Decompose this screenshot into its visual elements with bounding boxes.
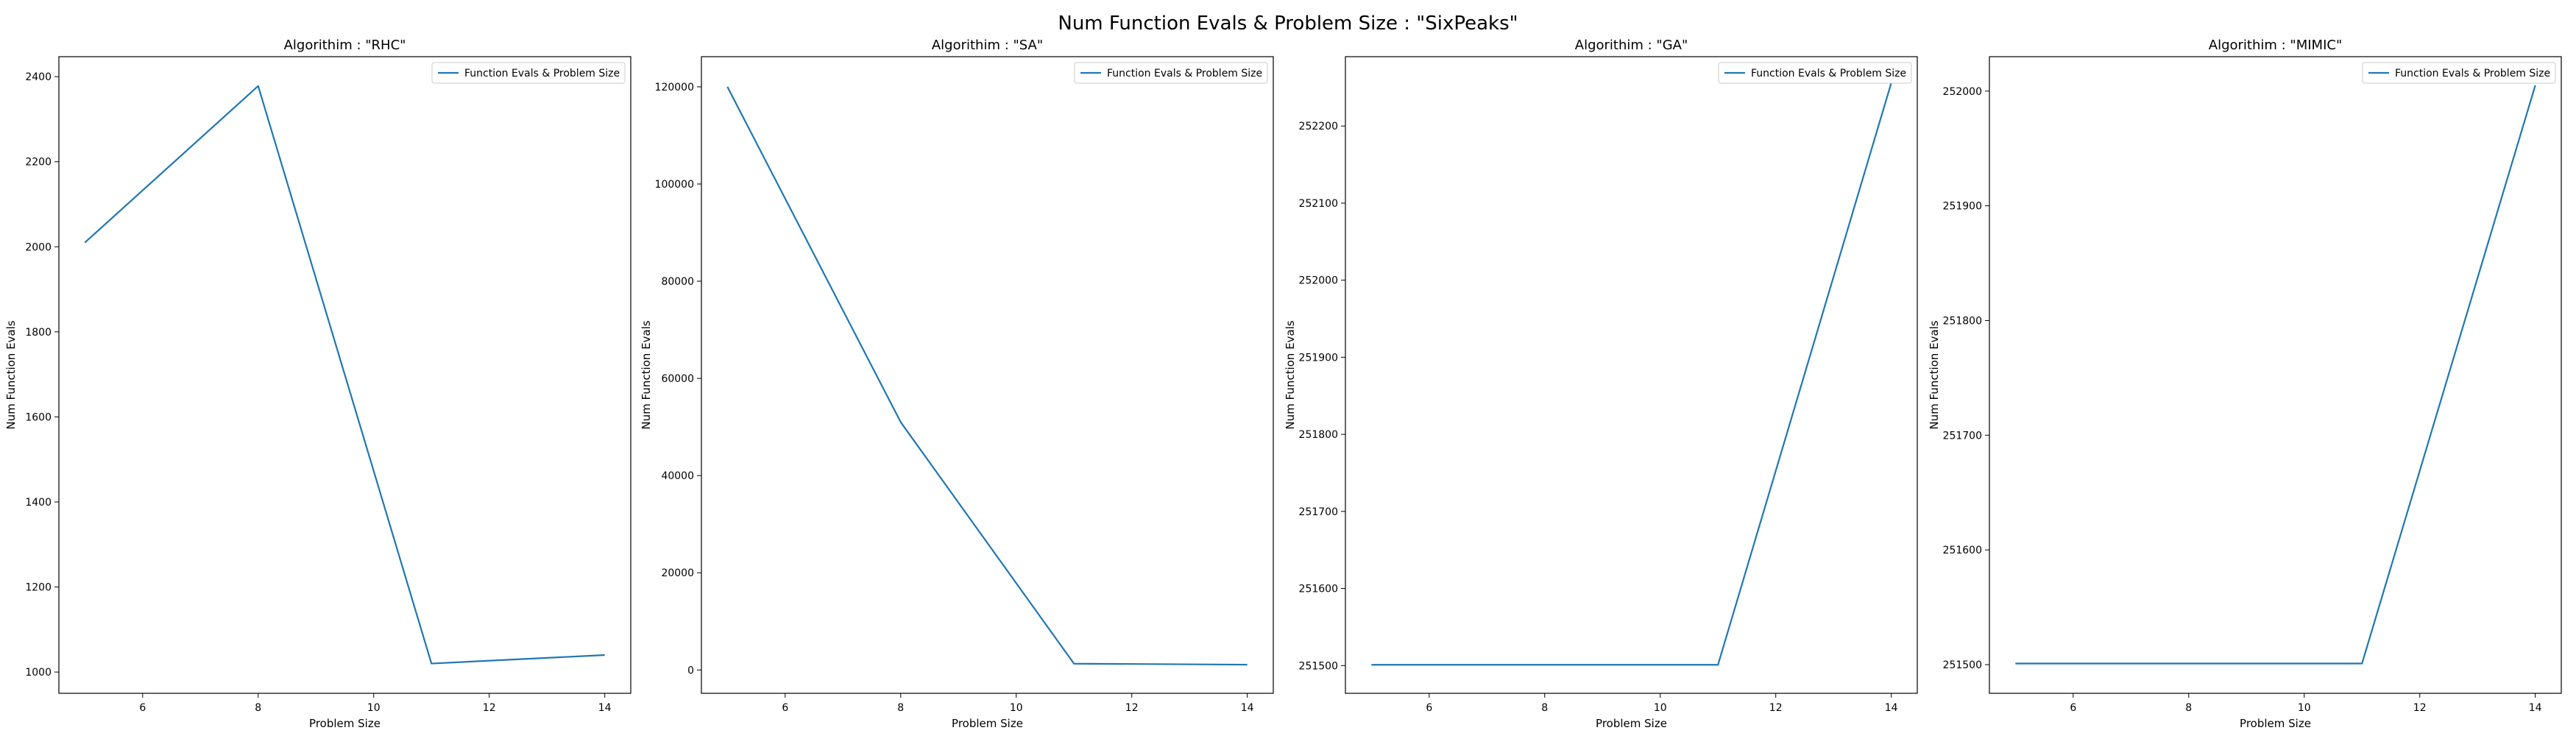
x-tick-label: 10 [1654,702,1667,714]
y-tick-label: 252100 [1299,198,1338,210]
y-tick-label: 252000 [1299,275,1338,287]
legend-entry: Function Evals & Problem Size [2395,68,2550,79]
y-tick-label: 251700 [1943,430,1982,442]
x-tick-label: 14 [1885,702,1898,714]
legend-box [2362,62,2556,84]
y-tick-label: 1800 [25,327,52,339]
figure-title: Num Function Evals & Problem Size : "Six… [1058,13,1518,35]
chart-panel-0: Algorithim : "RHC" 6 8 10 12 14 1000 1200 1400 16… [4,38,631,730]
legend-box [1718,62,1912,84]
y-tick-label: 251700 [1299,506,1338,518]
y-tick-label: 2200 [25,157,52,169]
chart-panel-2: Algorithim : "GA" 6 8 10 12 14 251500 251600 251… [1284,38,1918,730]
x-axis-label: Problem Size [2240,717,2311,730]
legend-entry: Function Evals & Problem Size [464,68,620,79]
x-tick-label: 12 [1769,702,1783,714]
x-tick-label: 6 [782,702,788,714]
y-tick-label: 20000 [661,567,694,579]
y-axis-label: Num Function Evals [1284,320,1297,429]
legend: Function Evals & Problem Size [1074,62,1268,84]
y-tick-label: 251600 [1299,584,1338,595]
series-line [1371,82,1892,666]
legend-box [431,62,626,84]
legend-entry: Function Evals & Problem Size [1751,68,1906,79]
x-tick-label: 12 [483,702,496,714]
x-tick-label: 6 [139,702,146,714]
y-tick-label: 120000 [655,82,694,93]
y-tick-label: 0 [687,665,694,676]
x-tick-label: 10 [1010,702,1023,714]
legend: Function Evals & Problem Size [431,62,626,84]
legend: Function Evals & Problem Size [1718,62,1912,84]
x-axis-label: Problem Size [952,717,1023,730]
x-tick-label: 12 [1125,702,1139,714]
legend-entry: Function Evals & Problem Size [1107,68,1262,79]
y-tick-label: 251900 [1943,201,1982,213]
chart-title: Algorithim : "GA" [1575,38,1688,53]
x-tick-label: 8 [1541,702,1548,714]
y-tick-label: 251500 [1943,659,1982,671]
series-line [84,85,605,665]
chart-title: Algorithim : "MIMIC" [2209,38,2342,53]
panels: Algorithim : "RHC" 6 8 10 12 14 1000 1200 1400 16… [4,38,2562,730]
y-tick-label: 251600 [1943,545,1982,556]
x-axis-label: Problem Size [309,717,381,730]
y-axis-label: Num Function Evals [640,320,653,429]
y-tick-label: 100000 [655,179,694,191]
y-tick-label: 2000 [25,241,52,253]
plot-frame [58,56,631,694]
x-tick-label: 10 [2298,702,2311,714]
series-line [726,86,1248,666]
y-tick-label: 80000 [661,276,694,288]
x-axis-label: Problem Size [1596,717,1667,730]
x-tick-label: 14 [2529,702,2542,714]
legend: Function Evals & Problem Size [2362,62,2556,84]
x-tick-label: 8 [2185,702,2192,714]
x-tick-label: 12 [2413,702,2427,714]
y-tick-label: 252000 [1943,86,1982,98]
y-tick-label: 251800 [1943,315,1982,327]
x-tick-label: 6 [1426,702,1432,714]
y-tick-label: 60000 [661,373,694,385]
y-tick-label: 1000 [25,667,52,679]
x-tick-label: 6 [2070,702,2076,714]
y-tick-label: 251500 [1299,660,1338,672]
y-axis-label: Num Function Evals [4,320,18,429]
chart-panel-3: Algorithim : "MIMIC" 6 8 10 12 14 251500 251600… [1928,38,2562,730]
y-tick-label: 252200 [1299,121,1338,132]
chart-title: Algorithim : "RHC" [284,38,406,53]
chart-title: Algorithim : "SA" [932,38,1043,53]
y-tick-label: 1200 [25,582,52,594]
x-tick-label: 14 [598,702,612,714]
x-tick-label: 14 [1241,702,1254,714]
plot-frame [1989,56,2562,694]
x-tick-label: 8 [897,702,904,714]
y-tick-label: 251900 [1299,352,1338,364]
y-tick-label: 251800 [1299,429,1338,441]
plot-frame [1345,56,1918,694]
x-tick-label: 10 [367,702,381,714]
y-tick-label: 1400 [25,497,52,509]
plot-frame [701,56,1274,694]
legend-box [1074,62,1268,84]
x-tick-label: 8 [255,702,261,714]
y-tick-label: 1600 [25,411,52,423]
series-line [2015,85,2536,665]
y-tick-label: 2400 [25,71,52,83]
y-axis-label: Num Function Evals [1928,320,1941,429]
y-tick-label: 40000 [661,470,694,482]
chart-panel-1: Algorithim : "SA" 6 8 10 12 14 0 20000 40000 6000… [640,38,1274,730]
